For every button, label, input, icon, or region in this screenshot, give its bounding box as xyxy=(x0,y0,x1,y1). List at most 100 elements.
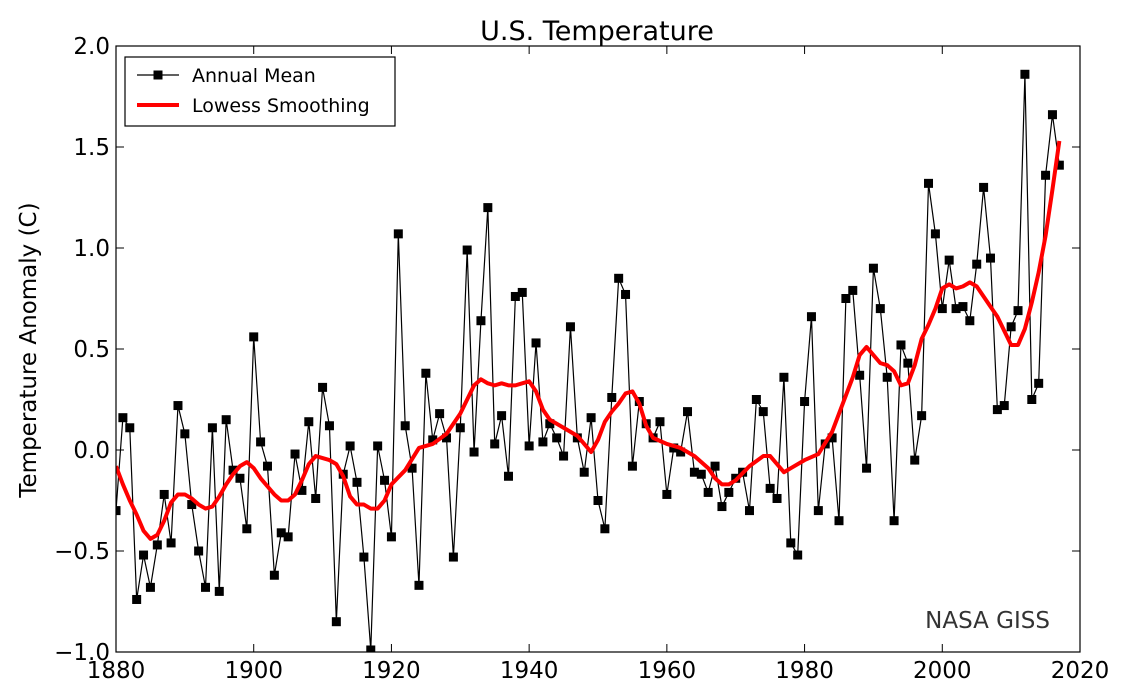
data-point-annual-mean-2000 xyxy=(937,304,947,314)
y-tick-label: 0.0 xyxy=(73,438,110,464)
data-point-annual-mean-1927 xyxy=(435,409,445,419)
data-point-annual-mean-1920 xyxy=(386,532,396,542)
y-tick-label: −1.0 xyxy=(54,640,110,666)
x-axis: 1880 1900 1920 1940 1960 1980 2000 2020 xyxy=(87,46,1110,684)
data-point-annual-mean-1976 xyxy=(772,493,782,503)
data-point-annual-mean-1946 xyxy=(565,322,575,332)
y-tick-label: 1.5 xyxy=(73,135,110,161)
data-point-annual-mean-1972 xyxy=(744,506,754,516)
data-point-annual-mean-2013 xyxy=(1027,395,1037,404)
data-point-annual-mean-1925 xyxy=(421,368,431,378)
data-point-annual-mean-1950 xyxy=(593,496,603,505)
data-point-annual-mean-1981 xyxy=(806,312,816,322)
data-point-annual-mean-1934 xyxy=(483,203,493,213)
x-tick-label: 2020 xyxy=(1051,658,1110,684)
legend-label-lowess: Lowess Smoothing xyxy=(192,95,370,117)
data-point-annual-mean-1953 xyxy=(614,273,624,283)
data-point-annual-mean-1895 xyxy=(214,586,224,596)
data-point-annual-mean-1906 xyxy=(290,449,300,459)
data-point-annual-mean-2007 xyxy=(985,253,995,263)
data-point-annual-mean-1923 xyxy=(407,463,417,473)
data-point-annual-mean-1942 xyxy=(538,437,548,447)
data-point-annual-mean-1985 xyxy=(834,516,844,526)
data-point-annual-mean-2014 xyxy=(1034,378,1044,388)
data-point-annual-mean-2004 xyxy=(965,316,975,326)
data-point-annual-mean-1974 xyxy=(758,407,768,417)
data-point-annual-mean-1943 xyxy=(545,419,555,429)
chart-title: U.S. Temperature xyxy=(480,16,714,47)
data-point-annual-mean-1935 xyxy=(490,439,500,449)
data-point-annual-mean-2002 xyxy=(951,304,961,314)
y-axis: −1.0 −0.5 0.0 0.5 1.0 1.5 2.0 xyxy=(54,34,1080,666)
data-point-annual-mean-1893 xyxy=(201,582,211,592)
source-annotation: NASA GISS xyxy=(925,608,1050,634)
legend-box xyxy=(124,56,396,127)
data-point-annual-mean-1968 xyxy=(717,502,727,512)
data-point-annual-mean-1915 xyxy=(352,477,362,487)
data-point-annual-mean-1952 xyxy=(607,392,617,402)
data-point-annual-mean-1992 xyxy=(882,372,892,382)
data-point-annual-mean-1960 xyxy=(662,489,672,499)
data-point-annual-mean-1883 xyxy=(132,594,142,604)
data-point-annual-mean-1911 xyxy=(324,421,334,431)
data-point-annual-mean-1892 xyxy=(194,546,204,556)
data-point-annual-mean-1998 xyxy=(924,178,934,188)
plot-frame xyxy=(115,45,1081,653)
data-point-annual-mean-1914 xyxy=(345,441,355,451)
x-tick-label: 1960 xyxy=(638,658,697,684)
legend-marker-annual-mean xyxy=(153,70,163,80)
data-point-annual-mean-1940 xyxy=(524,441,534,451)
data-point-annual-mean-1986 xyxy=(841,294,851,303)
data-point-annual-mean-1941 xyxy=(531,338,541,348)
data-point-annual-mean-2015 xyxy=(1041,170,1051,180)
data-point-annual-mean-1921 xyxy=(393,229,403,239)
data-point-annual-mean-1997 xyxy=(917,411,927,421)
data-point-annual-mean-2010 xyxy=(1006,322,1016,332)
data-point-annual-mean-1919 xyxy=(380,475,390,485)
data-point-annual-mean-1898 xyxy=(235,473,245,483)
data-point-annual-mean-1969 xyxy=(724,487,734,497)
data-point-annual-mean-1933 xyxy=(476,316,486,326)
data-point-annual-mean-1949 xyxy=(586,413,596,423)
x-tick-label: 1980 xyxy=(775,658,834,684)
data-point-annual-mean-1936 xyxy=(497,411,507,421)
data-point-annual-mean-1988 xyxy=(855,370,865,380)
data-point-annual-mean-1989 xyxy=(862,463,872,473)
data-point-annual-mean-1987 xyxy=(848,285,858,295)
data-point-annual-mean-1886 xyxy=(152,540,162,550)
data-point-annual-mean-1888 xyxy=(166,538,176,548)
y-tick-label: 0.5 xyxy=(73,337,110,363)
x-tick-label: 1880 xyxy=(87,658,146,684)
data-point-annual-mean-1966 xyxy=(703,487,713,497)
data-point-annual-mean-1990 xyxy=(868,263,878,273)
y-axis-label: Temperature Anomaly (C) xyxy=(16,202,42,498)
data-point-annual-mean-2008 xyxy=(992,405,1002,415)
data-point-annual-mean-1967 xyxy=(710,461,720,471)
data-point-annual-mean-1984 xyxy=(827,433,837,443)
data-point-annual-mean-1930 xyxy=(455,423,465,433)
data-point-annual-mean-1918 xyxy=(373,441,383,451)
data-point-annual-mean-1932 xyxy=(469,447,479,457)
data-point-annual-mean-1907 xyxy=(297,485,307,495)
data-point-annual-mean-1995 xyxy=(903,358,913,368)
data-point-annual-mean-1928 xyxy=(442,433,452,443)
data-point-annual-mean-1881 xyxy=(118,413,128,423)
data-point-annual-mean-1944 xyxy=(552,433,562,443)
data-point-annual-mean-1924 xyxy=(414,580,424,590)
x-tick-label: 1900 xyxy=(224,658,283,684)
data-point-annual-mean-2016 xyxy=(1047,110,1057,120)
data-point-annual-mean-1964 xyxy=(689,467,699,477)
data-point-annual-mean-1900 xyxy=(249,332,259,342)
data-point-annual-mean-1917 xyxy=(366,645,376,652)
data-point-annual-mean-1891 xyxy=(187,500,197,510)
data-point-annual-mean-1977 xyxy=(779,372,789,382)
data-point-annual-mean-1991 xyxy=(875,304,885,314)
y-tick-label: 2.0 xyxy=(73,34,110,60)
data-point-annual-mean-2017 xyxy=(1054,160,1064,170)
data-point-annual-mean-1931 xyxy=(462,245,472,255)
plot-area xyxy=(115,45,1081,653)
data-point-annual-mean-1880 xyxy=(116,506,121,516)
data-point-annual-mean-1889 xyxy=(173,401,183,411)
data-point-annual-mean-1938 xyxy=(510,291,520,301)
